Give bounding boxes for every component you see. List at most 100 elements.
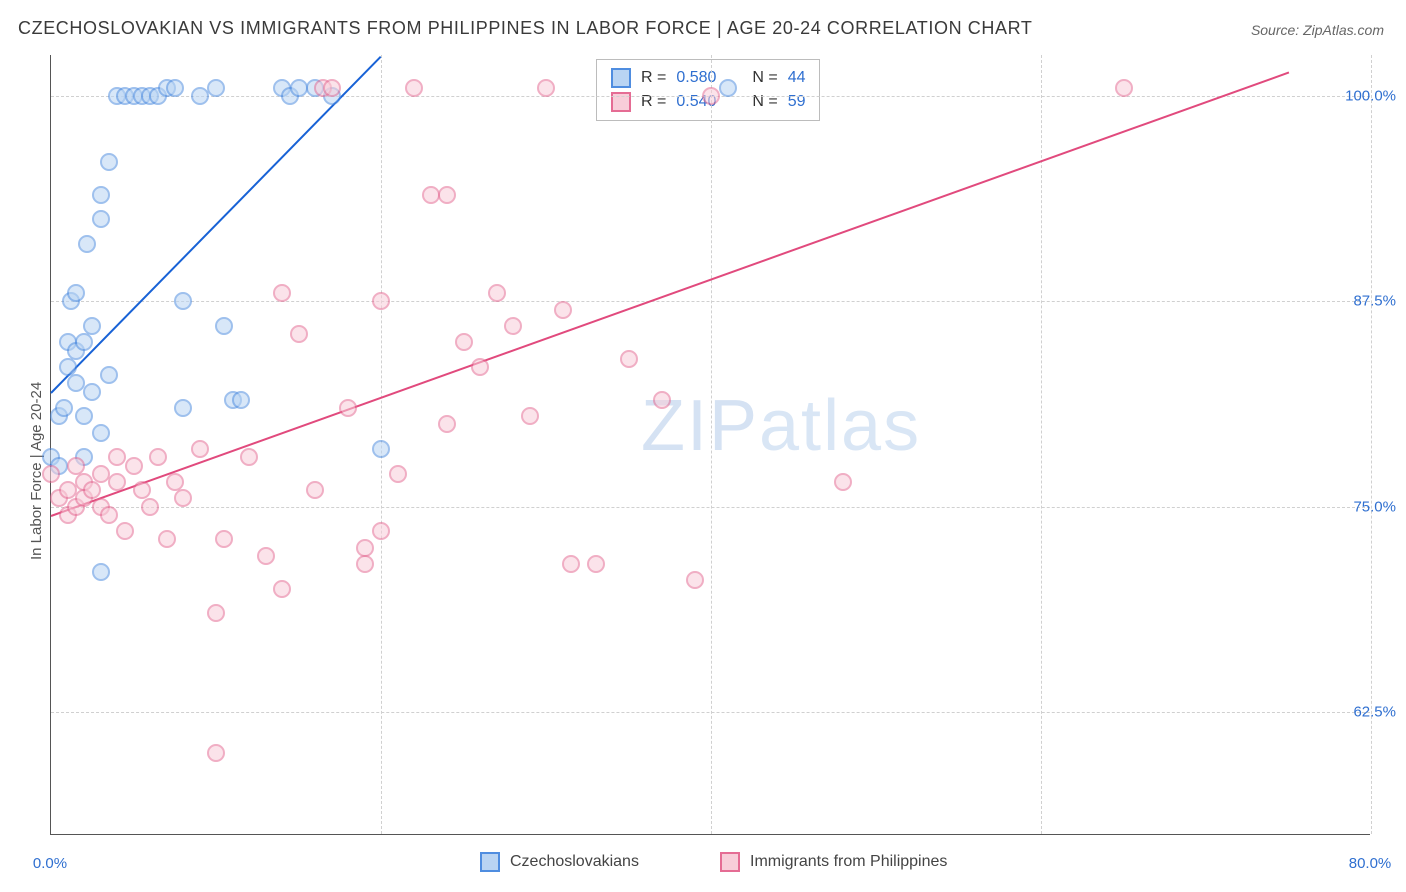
data-point-czech (372, 440, 390, 458)
data-point-czech (174, 399, 192, 417)
trend-line-philippines (51, 71, 1289, 516)
data-point-philippines (620, 350, 638, 368)
data-point-philippines (422, 186, 440, 204)
data-point-philippines (108, 473, 126, 491)
data-point-czech (207, 79, 225, 97)
data-point-czech (55, 399, 73, 417)
data-point-philippines (273, 284, 291, 302)
data-point-philippines (356, 555, 374, 573)
source-label: Source: ZipAtlas.com (1251, 22, 1384, 38)
data-point-philippines (702, 87, 720, 105)
data-point-philippines (405, 79, 423, 97)
legend-n-value: 59 (788, 90, 806, 114)
data-point-philippines (125, 457, 143, 475)
data-point-philippines (215, 530, 233, 548)
data-point-philippines (240, 448, 258, 466)
legend-swatch (611, 68, 631, 88)
data-point-philippines (141, 498, 159, 516)
legend-r-label: R = (641, 90, 666, 114)
legend-swatch (720, 852, 740, 872)
legend-n-label: N = (752, 66, 777, 90)
data-point-philippines (686, 571, 704, 589)
data-point-philippines (504, 317, 522, 335)
y-tick-label: 62.5% (1353, 703, 1396, 720)
legend-series-label: Czechoslovakians (510, 853, 639, 871)
legend-r-label: R = (641, 66, 666, 90)
data-point-czech (59, 358, 77, 376)
data-point-philippines (158, 530, 176, 548)
data-point-philippines (339, 399, 357, 417)
data-point-philippines (83, 481, 101, 499)
data-point-czech (78, 235, 96, 253)
data-point-philippines (191, 440, 209, 458)
data-point-philippines (537, 79, 555, 97)
chart-title: CZECHOSLOVAKIAN VS IMMIGRANTS FROM PHILI… (18, 18, 1032, 39)
data-point-philippines (207, 604, 225, 622)
x-tick-left: 0.0% (33, 855, 67, 872)
data-point-czech (83, 383, 101, 401)
data-point-czech (719, 79, 737, 97)
x-tick-right: 80.0% (1349, 855, 1392, 872)
legend-series-2: Immigrants from Philippines (720, 852, 947, 872)
data-point-czech (100, 153, 118, 171)
data-point-philippines (521, 407, 539, 425)
data-point-czech (174, 292, 192, 310)
data-point-czech (215, 317, 233, 335)
data-point-philippines (174, 489, 192, 507)
gridline-v (1041, 55, 1042, 834)
data-point-philippines (562, 555, 580, 573)
watermark: ZIPatlas (641, 385, 921, 467)
data-point-philippines (587, 555, 605, 573)
data-point-philippines (166, 473, 184, 491)
data-point-czech (290, 79, 308, 97)
data-point-czech (92, 210, 110, 228)
data-point-czech (83, 317, 101, 335)
data-point-philippines (372, 522, 390, 540)
gridline-v (711, 55, 712, 834)
data-point-czech (191, 87, 209, 105)
data-point-philippines (257, 547, 275, 565)
data-point-philippines (1115, 79, 1133, 97)
legend-n-value: 44 (788, 66, 806, 90)
y-tick-label: 75.0% (1353, 498, 1396, 515)
legend-series-1: Czechoslovakians (480, 852, 639, 872)
data-point-philippines (438, 415, 456, 433)
data-point-philippines (834, 473, 852, 491)
data-point-czech (75, 407, 93, 425)
data-point-philippines (356, 539, 374, 557)
data-point-czech (75, 333, 93, 351)
data-point-czech (92, 424, 110, 442)
legend-swatch (611, 92, 631, 112)
data-point-philippines (372, 292, 390, 310)
legend-n-label: N = (752, 90, 777, 114)
data-point-czech (232, 391, 250, 409)
y-tick-label: 100.0% (1345, 88, 1396, 105)
data-point-czech (92, 186, 110, 204)
data-point-philippines (67, 457, 85, 475)
data-point-philippines (92, 465, 110, 483)
data-point-philippines (207, 744, 225, 762)
data-point-philippines (290, 325, 308, 343)
data-point-czech (67, 374, 85, 392)
data-point-philippines (653, 391, 671, 409)
data-point-czech (67, 284, 85, 302)
data-point-philippines (554, 301, 572, 319)
data-point-czech (92, 563, 110, 581)
data-point-philippines (471, 358, 489, 376)
data-point-philippines (100, 506, 118, 524)
data-point-philippines (438, 186, 456, 204)
data-point-philippines (116, 522, 134, 540)
legend-swatch (480, 852, 500, 872)
data-point-philippines (306, 481, 324, 499)
data-point-philippines (455, 333, 473, 351)
legend-series-label: Immigrants from Philippines (750, 853, 947, 871)
y-tick-label: 87.5% (1353, 293, 1396, 310)
data-point-philippines (273, 580, 291, 598)
data-point-philippines (488, 284, 506, 302)
chart-plot-area: ZIPatlas R =0.580N =44R =0.540N =59 (50, 55, 1370, 835)
data-point-philippines (389, 465, 407, 483)
data-point-philippines (133, 481, 151, 499)
data-point-philippines (108, 448, 126, 466)
data-point-czech (100, 366, 118, 384)
data-point-philippines (323, 79, 341, 97)
